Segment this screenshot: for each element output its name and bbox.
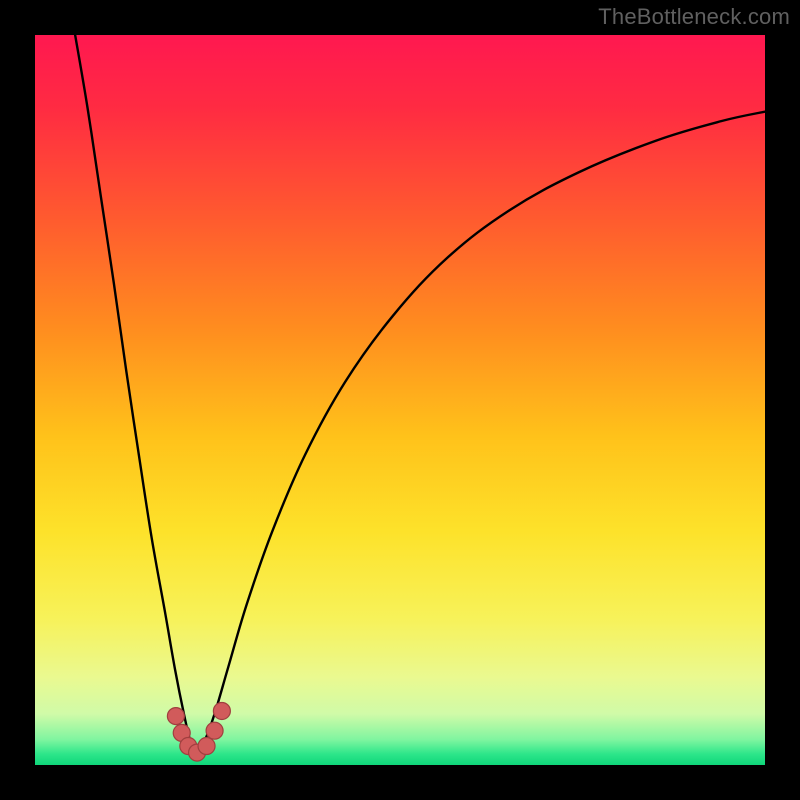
marker-dot bbox=[206, 722, 223, 739]
watermark-text: TheBottleneck.com bbox=[598, 4, 790, 30]
marker-dot bbox=[213, 702, 230, 719]
plot-area bbox=[35, 35, 765, 765]
marker-dot bbox=[167, 708, 184, 725]
chart-svg bbox=[35, 35, 765, 765]
marker-dot bbox=[198, 738, 215, 755]
gradient-background bbox=[35, 35, 765, 765]
